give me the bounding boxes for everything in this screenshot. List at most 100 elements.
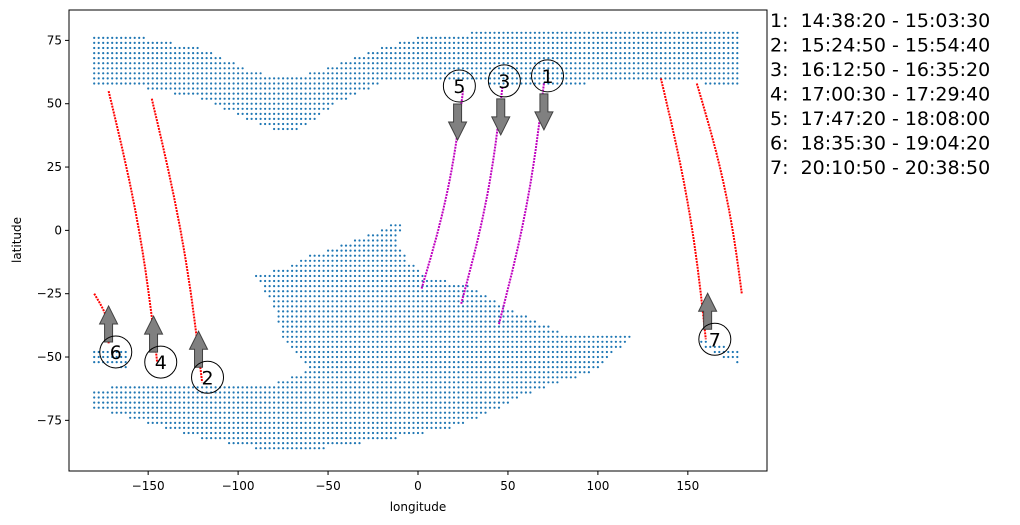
coverage-point: [398, 224, 402, 227]
coverage-point: [407, 431, 411, 435]
coverage-point: [219, 406, 222, 409]
coverage-point: [398, 376, 402, 379]
coverage-point: [484, 52, 487, 55]
coverage-point: [282, 102, 285, 105]
coverage-point: [385, 396, 388, 399]
coverage-point: [344, 244, 348, 247]
coverage-point: [610, 57, 613, 60]
coverage-point: [452, 310, 456, 313]
coverage-point: [722, 62, 725, 65]
coverage-point: [309, 305, 312, 308]
coverage-point: [556, 371, 559, 374]
coverage-point: [187, 57, 190, 60]
coverage-point: [385, 264, 388, 267]
coverage-point: [475, 340, 478, 343]
coverage-point: [264, 406, 267, 409]
coverage-point: [371, 426, 375, 429]
coverage-point: [300, 269, 303, 272]
coverage-point: [268, 97, 271, 100]
coverage-point: [650, 77, 654, 80]
coverage-point: [394, 376, 397, 379]
coverage-point: [695, 72, 698, 75]
coverage-point: [475, 355, 478, 359]
coverage-point: [196, 431, 199, 435]
coverage-point: [605, 335, 609, 338]
coverage-point: [335, 437, 339, 440]
coverage-point: [223, 77, 226, 80]
coverage-point: [533, 36, 537, 40]
coverage-point: [178, 77, 181, 80]
coverage-point: [407, 345, 411, 348]
coverage-point: [322, 285, 325, 288]
coverage-point: [479, 355, 483, 359]
coverage-point: [479, 36, 483, 40]
coverage-point: [430, 57, 433, 60]
coverage-point: [430, 36, 433, 40]
coverage-point: [484, 62, 487, 65]
coverage-point: [241, 426, 244, 429]
coverage-point: [322, 82, 325, 85]
coverage-point: [219, 396, 222, 399]
coverage-point: [416, 345, 420, 348]
coverage-point: [380, 62, 384, 65]
coverage-point: [291, 345, 294, 348]
coverage-point: [461, 315, 465, 318]
coverage-point: [412, 315, 415, 318]
coverage-point: [398, 335, 402, 338]
coverage-point: [353, 300, 357, 303]
coverage-point: [506, 57, 509, 60]
coverage-point: [502, 57, 505, 60]
coverage-point: [493, 325, 496, 328]
coverage-point: [228, 431, 231, 435]
coverage-point: [394, 310, 397, 313]
coverage-point: [93, 46, 96, 50]
coverage-point: [335, 330, 339, 333]
coverage-point: [412, 295, 415, 298]
coverage-point: [223, 391, 226, 394]
coverage-point: [488, 350, 492, 354]
coverage-point: [443, 421, 447, 424]
coverage-point: [655, 52, 658, 55]
coverage-point: [461, 36, 465, 40]
coverage-point: [416, 376, 420, 379]
coverage-point: [268, 426, 271, 429]
coverage-point: [682, 62, 685, 65]
coverage-point: [232, 92, 235, 95]
coverage-point: [673, 62, 676, 65]
coverage-point: [560, 57, 564, 60]
coverage-point: [524, 315, 528, 318]
coverage-point: [448, 41, 451, 45]
coverage-point: [385, 421, 388, 424]
coverage-point: [394, 72, 397, 75]
coverage-point: [111, 391, 114, 394]
coverage-point: [300, 295, 303, 298]
coverage-point: [160, 41, 163, 45]
coverage-point: [120, 361, 123, 364]
coverage-point: [237, 107, 240, 110]
coverage-point: [286, 330, 289, 333]
coverage-point: [282, 269, 285, 272]
coverage-point: [174, 401, 177, 404]
coverage-point: [376, 305, 379, 308]
coverage-point: [174, 46, 177, 50]
coverage-point: [434, 285, 438, 288]
coverage-point: [479, 57, 483, 60]
coverage-point: [466, 371, 469, 374]
coverage-point: [457, 290, 460, 293]
coverage-point: [394, 269, 397, 272]
coverage-point: [129, 396, 132, 399]
coverage-point: [178, 62, 181, 65]
coverage-point: [380, 234, 384, 237]
coverage-point: [196, 391, 199, 394]
coverage-point: [646, 67, 649, 70]
coverage-point: [147, 52, 150, 55]
coverage-point: [412, 330, 415, 333]
coverage-point: [403, 376, 406, 379]
coverage-point: [291, 335, 294, 338]
coverage-point: [403, 310, 406, 313]
coverage-point: [565, 52, 568, 55]
coverage-point: [340, 340, 343, 343]
coverage-point: [596, 46, 600, 50]
coverage-point: [304, 345, 307, 348]
